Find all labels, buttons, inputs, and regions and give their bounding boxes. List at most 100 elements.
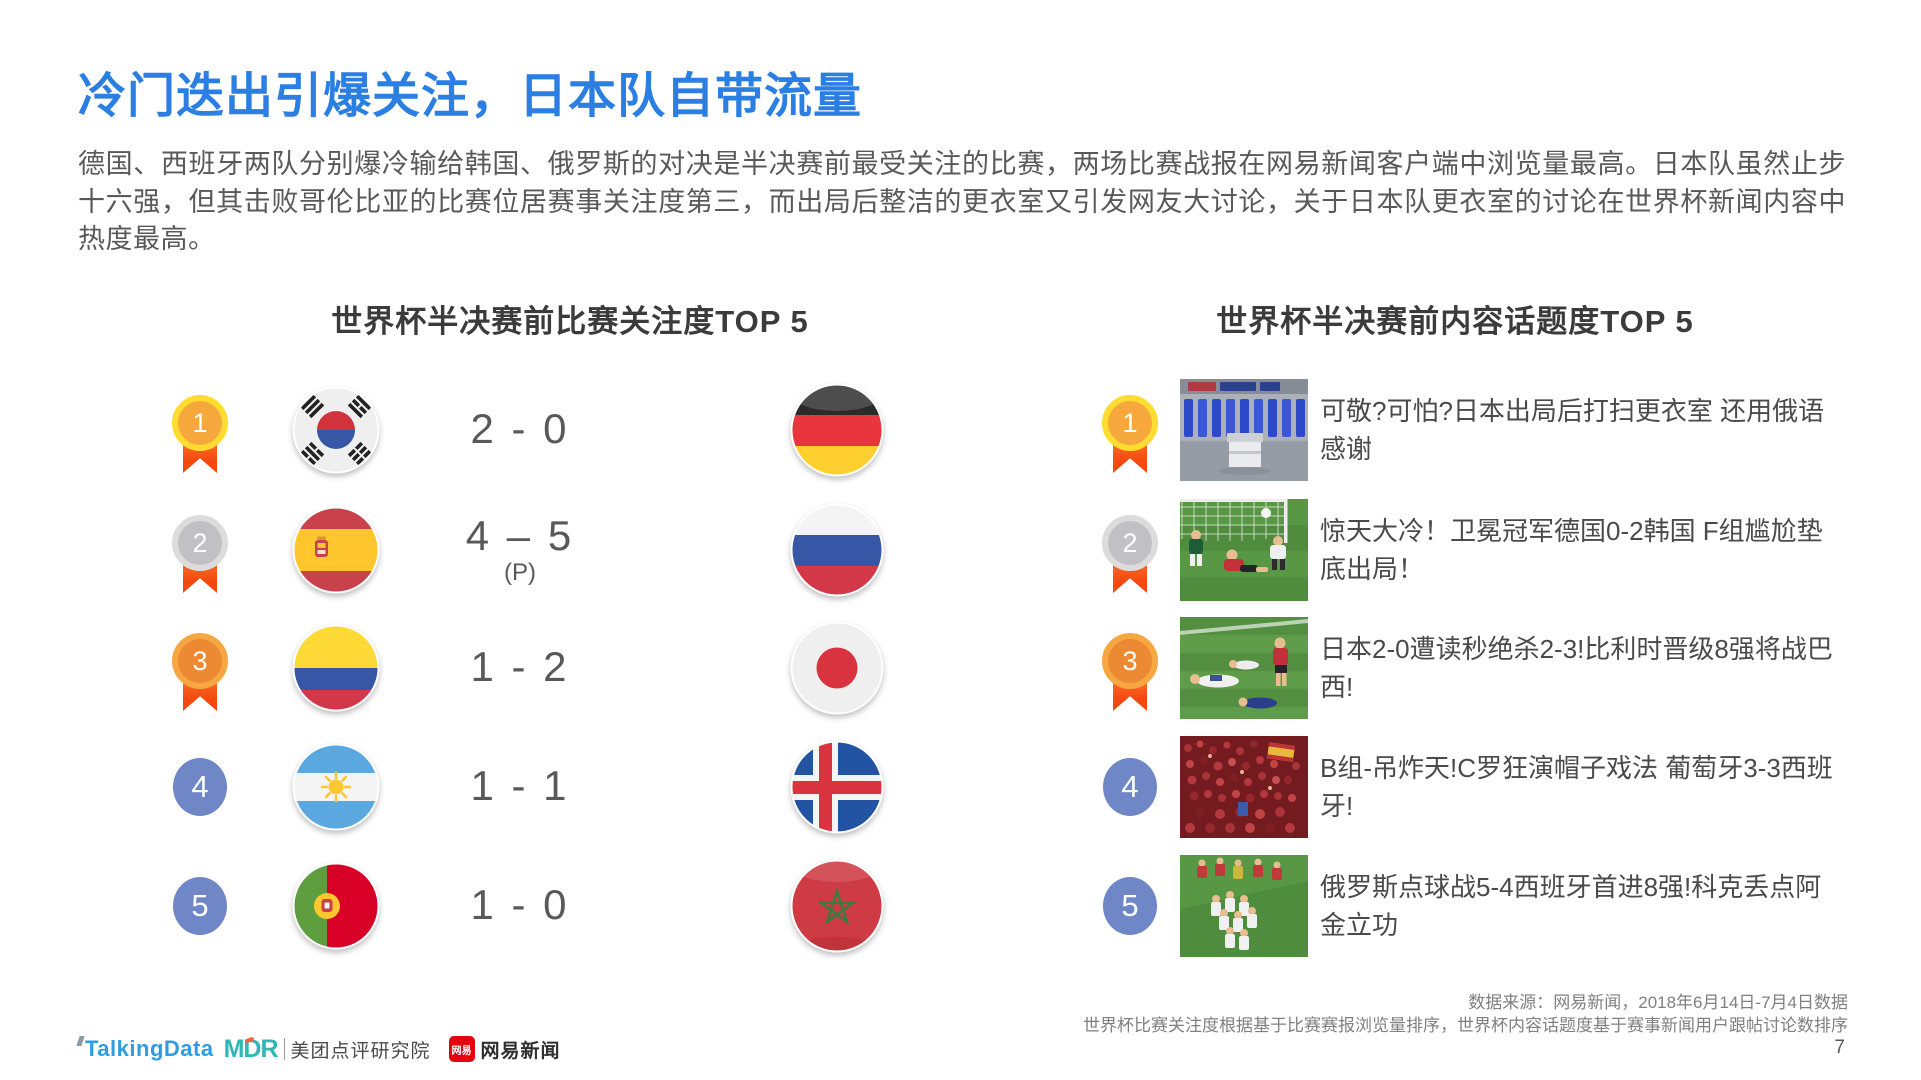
news-headline: 可敬?可怕?日本出局后打扫更衣室 还用俄语感谢	[1320, 396, 1825, 464]
page-number: 7	[1834, 1037, 1845, 1058]
score-text: 4 – 5	[465, 512, 575, 559]
netease-news-logo: 网易 网易新闻	[448, 1036, 561, 1063]
match-row: 1 2 - 0	[78, 371, 958, 489]
japan-belgium-match-image	[1180, 617, 1308, 719]
match-panel-heading: 世界杯半决赛前比赛关注度TOP 5	[331, 304, 809, 339]
rank-circle: 4	[173, 758, 227, 816]
flag-spain-icon	[292, 506, 380, 594]
talkingdata-logo: TalkingData	[76, 1036, 214, 1062]
flag-morocco-icon	[790, 859, 884, 953]
rank-slot: 4	[172, 758, 228, 816]
rank-number: 3	[1102, 633, 1158, 689]
score-note: (P)	[504, 559, 536, 586]
flag-iceland-icon	[790, 740, 884, 834]
gold-medal-icon: 1	[1102, 395, 1158, 479]
rank-slot: 2	[172, 508, 228, 593]
home-flag	[292, 386, 380, 474]
bronze-medal-icon: 3	[172, 633, 228, 717]
away-flag	[789, 858, 885, 954]
rank-circle: 5	[1103, 877, 1157, 935]
talkingdata-tick-icon	[76, 1036, 85, 1046]
home-flag	[292, 624, 380, 712]
flag-germany-icon	[790, 383, 884, 477]
topic-panel-heading: 世界杯半决赛前内容话题度TOP 5	[1216, 304, 1694, 339]
news-thumbnail-fans-crowd	[1180, 736, 1308, 838]
match-score: 1 - 0	[430, 883, 610, 929]
meituan-research-logo-text: 美团点评研究院	[290, 1040, 431, 1062]
russia-spain-celebration-image	[1180, 855, 1308, 957]
netease-badge-icon: 网易	[448, 1036, 475, 1062]
flag-russia-icon	[790, 503, 884, 597]
match-row: 2 4 – 5 (P)	[78, 491, 958, 609]
bronze-medal-icon: 3	[1102, 633, 1158, 717]
news-headline: B组-吊炸天!C罗狂演帽子戏法 葡萄牙3-3西班牙!	[1320, 753, 1833, 821]
score-text: 1 - 2	[470, 643, 570, 690]
talkingdata-logo-text: TalkingData	[85, 1036, 214, 1061]
rank-circle: 5	[173, 877, 227, 935]
silver-medal-icon: 2	[1102, 515, 1158, 599]
flag-colombia-icon	[292, 624, 380, 712]
score-text: 2 - 0	[470, 405, 570, 452]
rank-number: 2	[172, 515, 228, 571]
news-row: 4 B组-	[1090, 728, 1848, 846]
news-thumbnail-japan-belgium	[1180, 617, 1308, 719]
rank-slot: 1	[172, 388, 228, 473]
away-flag	[789, 739, 885, 835]
data-source-line1: 数据来源：网易新闻，2018年6月14日-7月4日数据	[1468, 993, 1848, 1012]
news-row: 1	[1090, 371, 1848, 489]
match-score: 1 - 2	[430, 645, 610, 691]
rank-slot: 1	[1102, 388, 1158, 473]
rank-circle: 4	[1103, 758, 1157, 816]
away-flag	[789, 620, 885, 716]
rank-slot: 5	[172, 877, 228, 935]
rank-number: 3	[172, 633, 228, 689]
mdr-logo-text: MDR	[223, 1034, 279, 1063]
portugal-spain-fans-image	[1180, 736, 1308, 838]
flag-portugal-icon	[292, 862, 380, 950]
data-source-note: 数据来源：网易新闻，2018年6月14日-7月4日数据 世界杯比赛关注度根据基于…	[1083, 991, 1848, 1037]
news-row: 3 日本2-0遭读秒绝杀2-3!比利时晋级8强将战巴西!	[1090, 609, 1848, 727]
logo-bar: TalkingData MDR 美团点评研究院 网易 网易新闻	[76, 1033, 561, 1065]
match-row: 5 1 - 0	[78, 847, 958, 965]
rank-number: 2	[1102, 515, 1158, 571]
rank-slot: 2	[1102, 508, 1158, 593]
data-source-line2: 世界杯比赛关注度根据基于比赛赛报浏览量排序，世界杯内容话题度基于赛事新闻用户跟帖…	[1083, 1016, 1848, 1035]
home-flag	[292, 506, 380, 594]
away-flag	[789, 382, 885, 478]
mdr-meituan-logo: MDR 美团点评研究院	[224, 1035, 431, 1064]
news-thumbnail-germany-korea	[1180, 499, 1308, 601]
match-score: 1 - 1	[430, 764, 610, 810]
match-score: 4 – 5 (P)	[430, 514, 610, 586]
home-flag	[292, 743, 380, 831]
netease-news-logo-text: 网易新闻	[480, 1040, 561, 1062]
news-row: 5	[1090, 847, 1848, 965]
rank-slot: 4	[1102, 758, 1158, 816]
intro-paragraph: 德国、西班牙两队分别爆冷输给韩国、俄罗斯的对决是半决赛前最受关注的比赛，两场比赛…	[78, 149, 1846, 254]
news-thumbnail-locker-room	[1180, 379, 1308, 481]
home-flag	[292, 862, 380, 950]
silver-medal-icon: 2	[172, 515, 228, 599]
news-headline: 惊天大冷！卫冕冠军德国0-2韩国 F组尴尬垫底出局！	[1320, 516, 1823, 584]
score-text: 1 - 1	[470, 762, 570, 809]
rank-number: 1	[1102, 395, 1158, 451]
news-headline: 俄罗斯点球战5-4西班牙首进8强!科克丢点阿金立功	[1320, 872, 1822, 940]
match-score: 2 - 0	[430, 407, 610, 453]
away-flag	[789, 502, 885, 598]
match-row: 4 1 -	[78, 728, 958, 846]
score-text: 1 - 0	[470, 881, 570, 928]
rank-slot: 5	[1102, 877, 1158, 935]
logo-divider	[283, 1038, 285, 1060]
flag-argentina-icon	[292, 743, 380, 831]
page-title: 冷门迭出引爆关注，日本队自带流量	[78, 70, 863, 123]
gold-medal-icon: 1	[172, 395, 228, 479]
locker-room-image	[1180, 379, 1308, 481]
match-row: 3 1 - 2	[78, 609, 958, 727]
germany-korea-match-image	[1180, 499, 1308, 601]
flag-japan-icon	[790, 621, 884, 715]
news-headline: 日本2-0遭读秒绝杀2-3!比利时晋级8强将战巴西!	[1320, 634, 1833, 702]
rank-slot: 3	[1102, 626, 1158, 711]
flag-south-korea-icon	[292, 386, 380, 474]
rank-number: 1	[172, 395, 228, 451]
news-thumbnail-russia-celebration	[1180, 855, 1308, 957]
